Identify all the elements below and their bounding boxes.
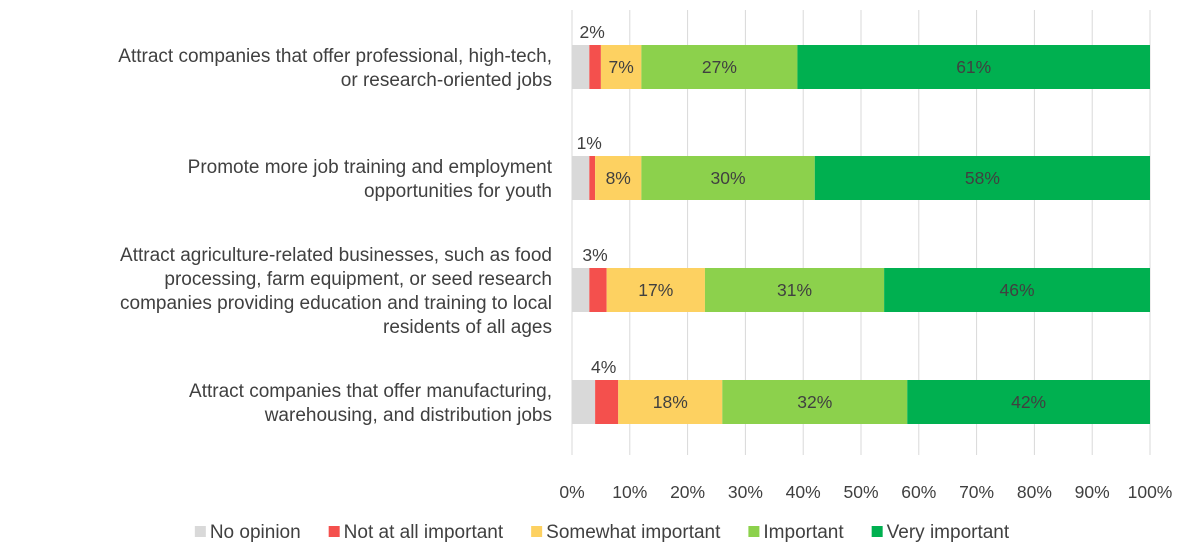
legend-label-not-at-all-important: Not at all important bbox=[344, 522, 504, 543]
category-label-line: warehousing, and distribution jobs bbox=[264, 405, 552, 426]
x-tick-label: 100% bbox=[1128, 482, 1173, 502]
bar-segment-somewhat-important bbox=[606, 268, 705, 312]
bar-segment-somewhat-important bbox=[595, 156, 642, 200]
category-label-line: Promote more job training and employment bbox=[188, 157, 553, 178]
bar-labels: 2%7% 27% 61% 1%8% 30% 58% 3% 17% 31% 46% 4% 18% 32% 4… bbox=[577, 22, 1047, 412]
legend-label-important: Important bbox=[763, 522, 844, 543]
data-label-very-important: 58% bbox=[965, 168, 1000, 188]
category-labels: Attract companies that offer professiona… bbox=[118, 46, 552, 426]
legend-swatch-not-at-all-important bbox=[328, 526, 340, 537]
data-label-important: 27% bbox=[702, 57, 737, 77]
category-label-line: or research-oriented jobs bbox=[341, 70, 552, 91]
bar-segment-very-important bbox=[907, 380, 1150, 424]
bar-segment-somewhat-important bbox=[618, 380, 723, 424]
category-label-line: Attract companies that offer manufacturi… bbox=[189, 381, 552, 402]
bar-segment-somewhat-important bbox=[600, 45, 642, 89]
x-tick-label: 40% bbox=[786, 482, 821, 502]
bar-segment-not-at-all-important bbox=[589, 268, 607, 312]
data-label-somewhat-important: 8% bbox=[606, 168, 631, 188]
bar-segment-important bbox=[722, 380, 908, 424]
category-label: Attract companies that offer manufacturi… bbox=[189, 381, 552, 426]
bar-segment-very-important bbox=[814, 156, 1150, 200]
x-tick-label: 60% bbox=[901, 482, 936, 502]
x-tick-label: 90% bbox=[1075, 482, 1110, 502]
data-label-very-important: 46% bbox=[1000, 280, 1035, 300]
x-tick-label: 30% bbox=[728, 482, 763, 502]
legend-swatch-no-opinion bbox=[194, 526, 206, 537]
legend-label-very-important: Very important bbox=[887, 522, 1010, 543]
x-tick-label: 10% bbox=[612, 482, 647, 502]
legend-swatch-important bbox=[748, 526, 760, 537]
bar-segment-not-at-all-important bbox=[589, 45, 601, 89]
legend-label-no-opinion: No opinion bbox=[210, 522, 301, 543]
category-label-line: Attract agriculture-related businesses, … bbox=[120, 245, 552, 266]
bar-segment-very-important bbox=[797, 45, 1150, 89]
bar-segment-no-opinion bbox=[572, 156, 590, 200]
data-label-not-at-all-important: 4% bbox=[591, 357, 616, 377]
category-label-line: residents of all ages bbox=[383, 317, 552, 338]
x-tick-label: 0% bbox=[559, 482, 584, 502]
category-label-line: Attract companies that offer professiona… bbox=[118, 46, 552, 67]
data-label-somewhat-important: 7% bbox=[608, 57, 633, 77]
bar-segment-no-opinion bbox=[572, 45, 590, 89]
data-label-somewhat-important: 18% bbox=[653, 392, 688, 412]
legend-swatch-very-important bbox=[871, 526, 883, 537]
category-label: Promote more job training and employment… bbox=[188, 157, 553, 202]
bar-segment-no-opinion bbox=[572, 380, 596, 424]
data-label-not-at-all-important: 2% bbox=[579, 22, 604, 42]
bar-segment-not-at-all-important bbox=[595, 380, 619, 424]
bar-segment-important bbox=[641, 156, 815, 200]
data-label-not-at-all-important: 3% bbox=[582, 245, 607, 265]
data-label-important: 32% bbox=[797, 392, 832, 412]
bar-segment-important bbox=[641, 45, 798, 89]
legend-label-somewhat-important: Somewhat important bbox=[546, 522, 721, 543]
data-label-important: 30% bbox=[711, 168, 746, 188]
legend-swatch-somewhat-important bbox=[531, 526, 543, 537]
legend: No opinion Not at all important Somewhat i… bbox=[194, 522, 1010, 543]
x-axis-ticks: 0% 10% 20% 30% 40% 50% 60% 70% 80% 90% 100% bbox=[559, 482, 1172, 502]
category-label-line: opportunities for youth bbox=[364, 181, 552, 202]
bar-segment-important bbox=[704, 268, 885, 312]
x-tick-label: 70% bbox=[959, 482, 994, 502]
category-label-line: companies providing education and traini… bbox=[120, 293, 552, 314]
data-label-important: 31% bbox=[777, 280, 812, 300]
category-label: Attract agriculture-related businesses, … bbox=[120, 245, 552, 338]
x-tick-label: 80% bbox=[1017, 482, 1052, 502]
bar-segment-not-at-all-important bbox=[589, 156, 596, 200]
data-label-very-important: 42% bbox=[1011, 392, 1046, 412]
bars bbox=[572, 45, 1150, 424]
data-label-very-important: 61% bbox=[956, 57, 991, 77]
bar-segment-very-important bbox=[884, 268, 1150, 312]
x-tick-label: 50% bbox=[843, 482, 878, 502]
bar-segment-no-opinion bbox=[572, 268, 590, 312]
x-tick-label: 20% bbox=[670, 482, 705, 502]
data-label-somewhat-important: 17% bbox=[638, 280, 673, 300]
data-label-not-at-all-important: 1% bbox=[577, 133, 602, 153]
category-label-line: processing, farm equipment, or seed rese… bbox=[164, 269, 552, 290]
category-label: Attract companies that offer professiona… bbox=[118, 46, 552, 91]
